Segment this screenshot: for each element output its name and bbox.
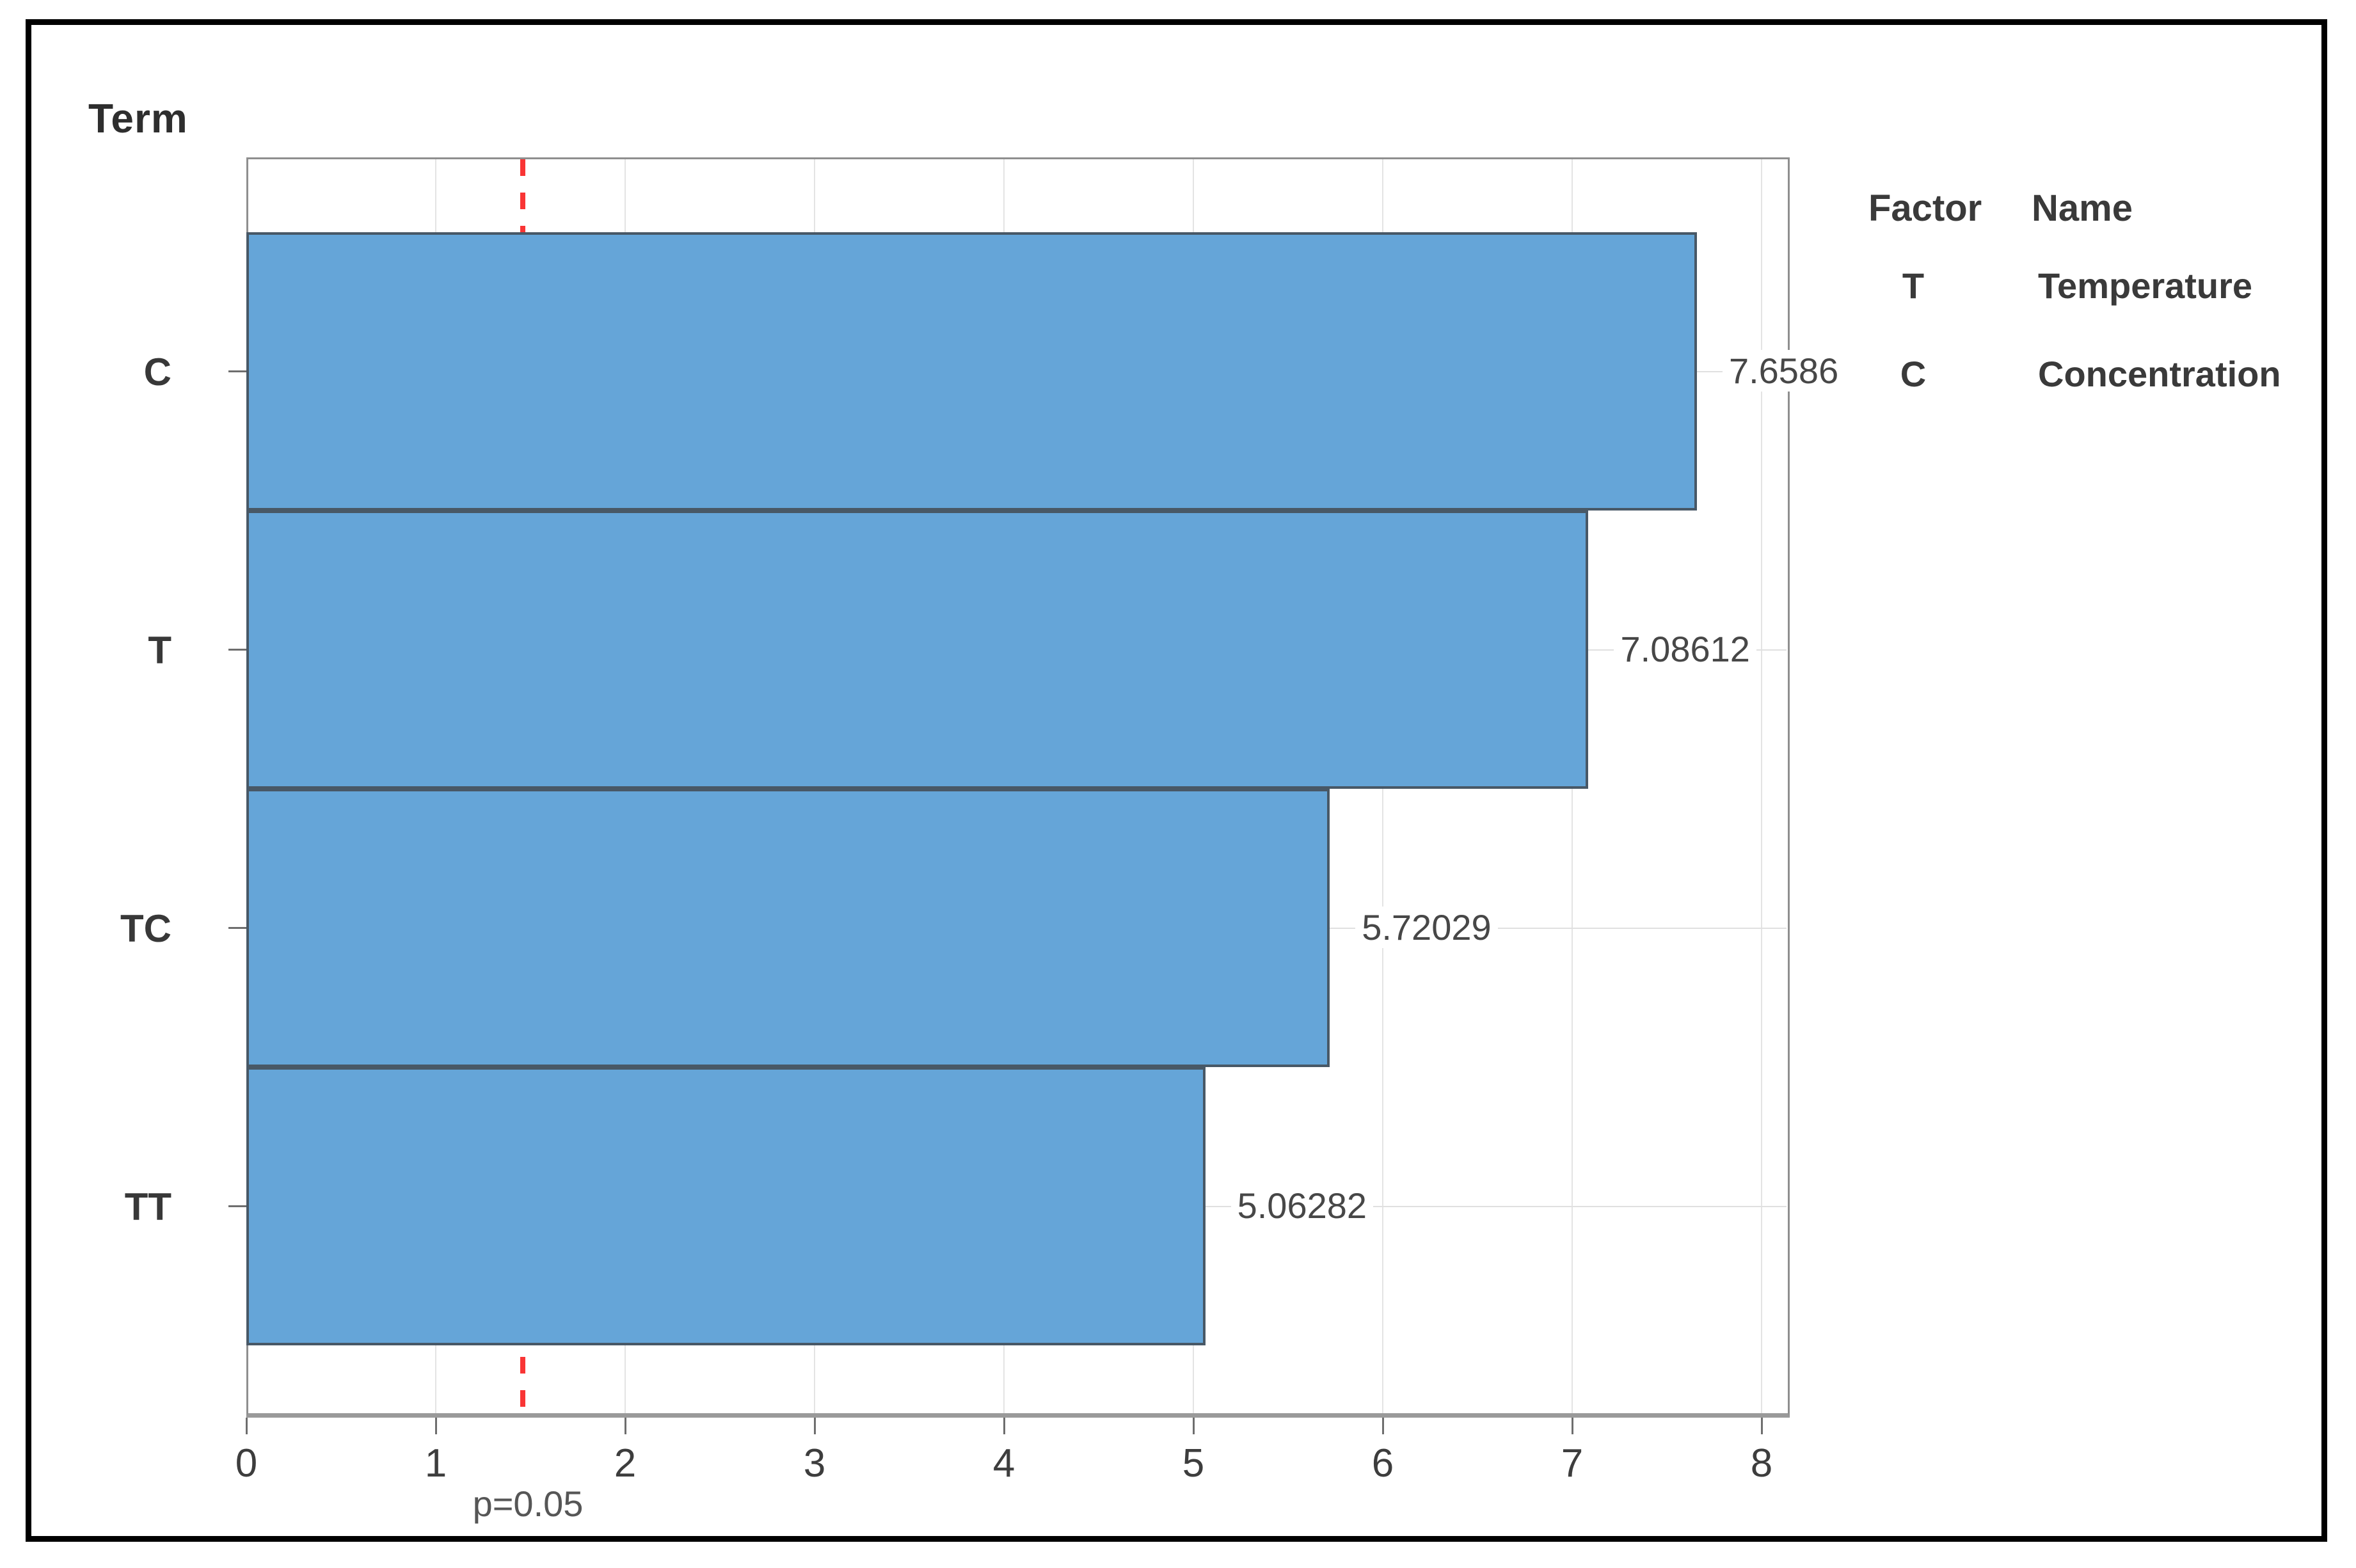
x-axis-tick	[1193, 1418, 1195, 1434]
x-axis-tick-label: 8	[1750, 1441, 1773, 1485]
bar-value-label: 5.72029	[1355, 906, 1498, 948]
x-axis-tick-label: 0	[235, 1441, 258, 1485]
x-axis-tick	[1761, 1418, 1763, 1434]
reference-line-label: p=0.05	[472, 1484, 584, 1524]
term-label-t: T	[148, 628, 171, 672]
bar-value-label: 5.06282	[1230, 1184, 1374, 1226]
x-axis-tick	[814, 1418, 816, 1434]
bar-tt	[246, 1067, 1206, 1345]
legend-factor-t: T	[1902, 265, 1925, 306]
bar-value-label: 7.08612	[1614, 628, 1756, 670]
x-axis-tick-label: 7	[1561, 1441, 1584, 1485]
x-axis-tick	[246, 1418, 248, 1434]
x-axis-tick	[1003, 1418, 1005, 1434]
x-axis-tick-label: 3	[803, 1441, 826, 1485]
y-axis-tick	[228, 370, 246, 372]
legend-factor-c: C	[1900, 354, 1927, 394]
y-axis-title: Term	[88, 95, 188, 141]
term-label-tc: TC	[120, 907, 171, 950]
bar-value-label: 7.6586	[1722, 349, 1845, 392]
x-axis-tick-label: 2	[614, 1441, 637, 1485]
y-axis-tick	[228, 649, 246, 651]
x-axis-tick	[625, 1418, 626, 1434]
x-axis-tick	[435, 1418, 437, 1434]
legend-header-factor: Factor	[1868, 187, 1982, 229]
x-axis-tick	[1382, 1418, 1384, 1434]
x-axis-tick	[1572, 1418, 1573, 1434]
x-axis-tick-label: 5	[1182, 1441, 1205, 1485]
x-axis-tick-label: 1	[424, 1441, 447, 1485]
bar-c	[246, 232, 1697, 511]
x-gridline	[1761, 159, 1762, 1413]
term-label-tt: TT	[124, 1185, 171, 1228]
y-axis-tick	[228, 927, 246, 929]
bar-t	[246, 511, 1589, 789]
bar-tc	[246, 789, 1330, 1067]
legend-name-temperature: Temperature	[2038, 265, 2253, 306]
term-label-c: C	[143, 350, 171, 393]
legend-name-concentration: Concentration	[2038, 354, 2281, 394]
x-axis-tick-label: 6	[1371, 1441, 1394, 1485]
y-axis-tick	[228, 1205, 246, 1207]
legend-header-name: Name	[2032, 187, 2133, 229]
x-axis-tick-label: 4	[992, 1441, 1015, 1485]
